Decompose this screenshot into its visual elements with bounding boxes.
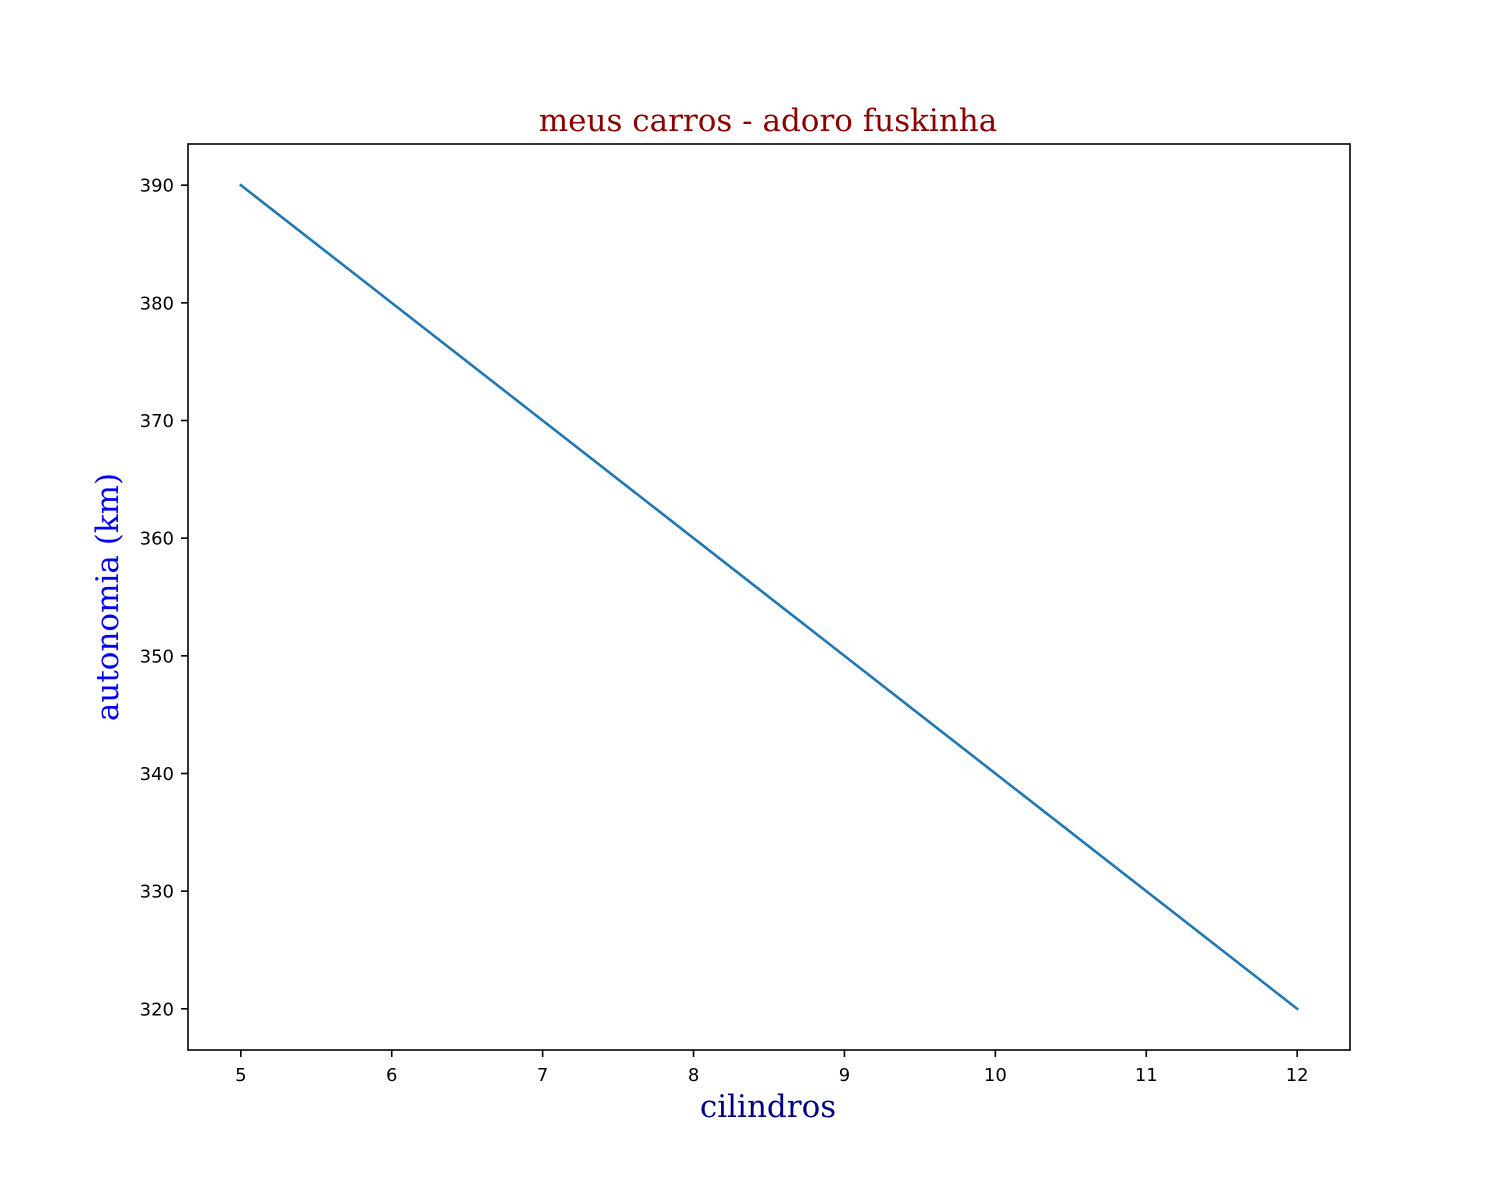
y-tick-label: 390 <box>140 176 174 197</box>
x-axis-title: cilindros <box>700 1089 836 1125</box>
y-tick-label: 370 <box>140 411 174 432</box>
series-line-0 <box>238 183 1300 1011</box>
x-tick-label: 12 <box>1286 1065 1309 1086</box>
y-tick-label: 330 <box>140 882 174 903</box>
y-axis-title: autonomia (km) <box>90 473 126 721</box>
x-tick-label: 7 <box>537 1065 548 1086</box>
x-tick-label: 11 <box>1135 1065 1158 1086</box>
x-tick-label: 5 <box>235 1065 246 1086</box>
x-tick-label: 8 <box>688 1065 699 1086</box>
x-tick-label: 6 <box>386 1065 397 1086</box>
y-tick-label: 350 <box>140 646 174 667</box>
y-tick-label: 340 <box>140 764 174 785</box>
y-axis-ticks: 320 330 340 350 360 370 380 390 <box>140 176 188 1020</box>
x-tick-label: 10 <box>984 1065 1007 1086</box>
chart-title: meus carros - adoro fuskinha <box>539 103 998 139</box>
y-tick-label: 360 <box>140 529 174 550</box>
series-layer <box>238 183 1300 1011</box>
x-tick-label: 9 <box>839 1065 850 1086</box>
plot-frame <box>187 143 1351 1051</box>
y-tick-label: 380 <box>140 293 174 314</box>
y-tick-label: 320 <box>140 999 174 1020</box>
x-axis-ticks: 5 6 7 8 9 10 11 12 <box>235 1050 1309 1086</box>
